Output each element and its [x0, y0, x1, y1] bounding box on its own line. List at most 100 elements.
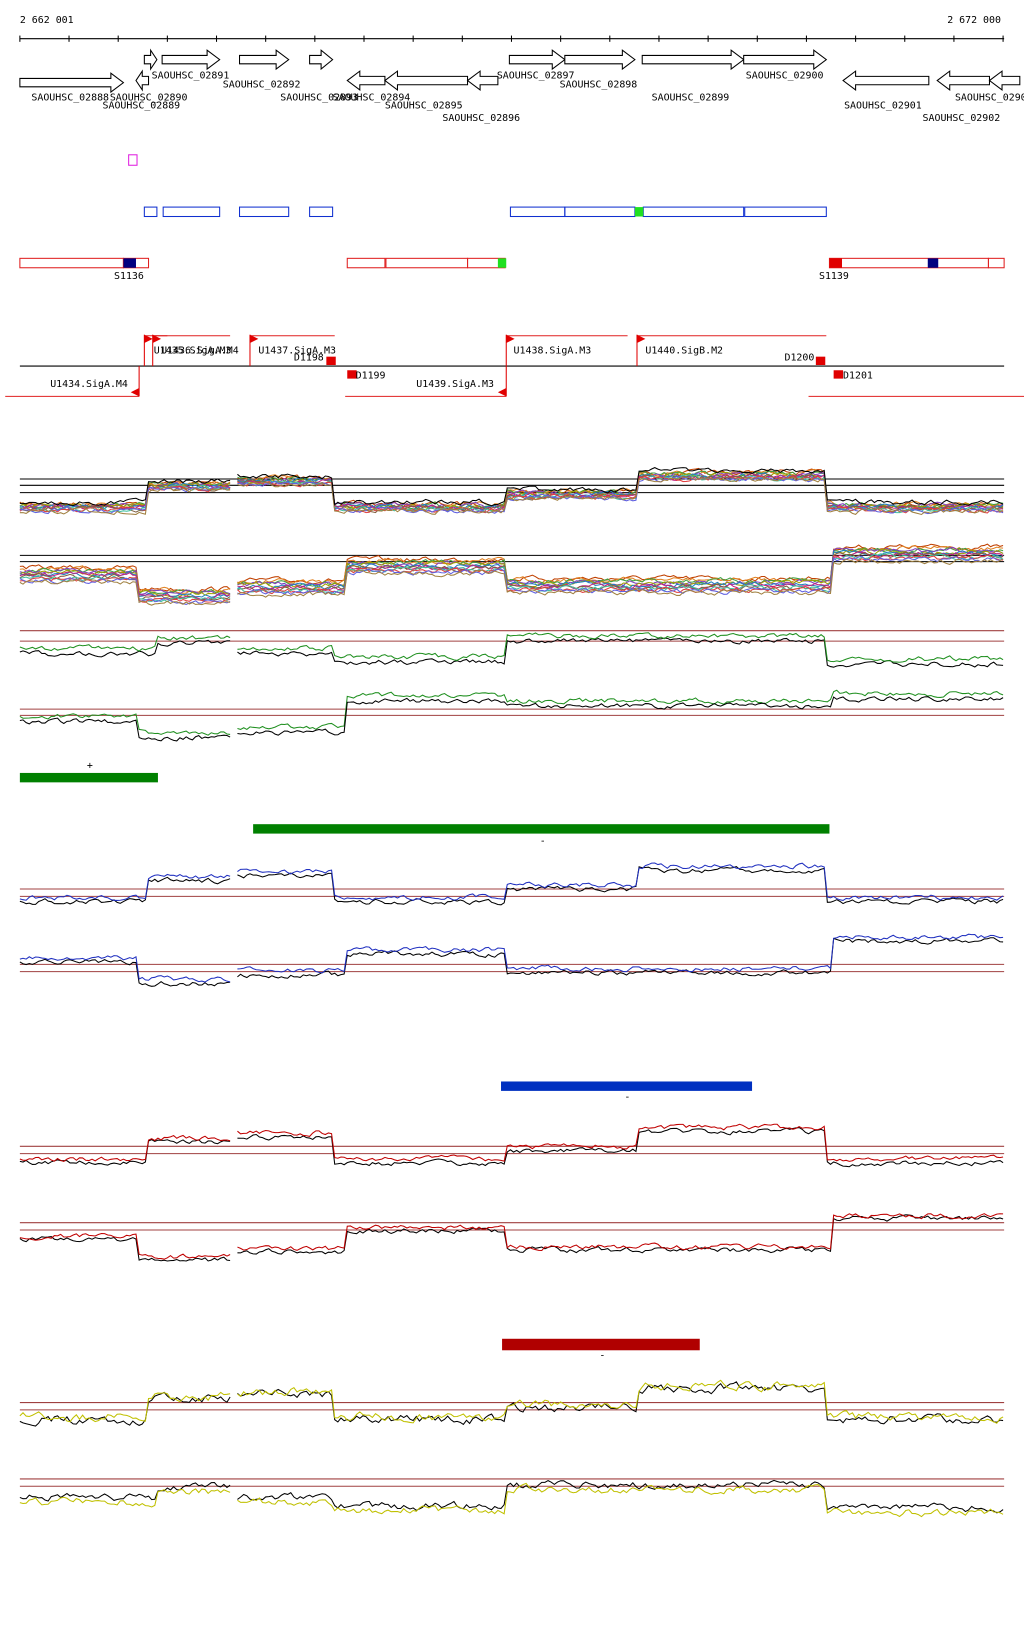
terminator-label: D1199 — [356, 370, 386, 381]
promoter-flag — [249, 334, 259, 344]
segment-box — [309, 206, 334, 218]
gene-arrow — [135, 69, 150, 92]
gene-label: SAOUHSC_02897 — [497, 70, 575, 81]
trace — [19, 481, 231, 510]
gene-arrow — [508, 49, 566, 71]
segment-box — [239, 206, 290, 218]
condition-label: - — [624, 1092, 630, 1103]
gene-label: SAOUHSC_02894 — [333, 92, 411, 103]
trace — [19, 1488, 231, 1508]
trace — [19, 485, 231, 515]
condition-label: - — [540, 836, 546, 847]
trace — [19, 958, 231, 987]
gene-label: SAOUHSC_02902 — [923, 113, 1001, 124]
gene-arrow — [346, 70, 386, 91]
trace — [237, 1214, 1004, 1255]
trace — [237, 554, 1004, 595]
gene-arrow — [384, 70, 469, 91]
trace — [19, 1236, 231, 1262]
trace — [19, 571, 231, 601]
trace — [19, 717, 231, 742]
gene-arrow — [564, 49, 636, 71]
gene-label: SAOUHSC_02892 — [223, 80, 301, 91]
gene-arrow — [743, 49, 828, 71]
promoter-flag — [497, 388, 507, 397]
promoter-label: U1434.SigA.M4 — [50, 379, 128, 390]
trace — [19, 478, 231, 507]
trace — [19, 576, 231, 604]
segment-box — [143, 206, 158, 218]
promoter-label: U1440.SigB.M2 — [645, 345, 723, 356]
condition-bar — [253, 824, 830, 834]
segment-box — [346, 257, 386, 269]
gene-arrow — [239, 49, 290, 71]
segment-box — [987, 257, 1005, 269]
segment-box — [828, 257, 989, 269]
gene-arrow — [309, 49, 334, 71]
promoter-label: U1438.SigA.M3 — [514, 345, 592, 356]
trace — [19, 1233, 231, 1260]
segment-box — [744, 206, 827, 218]
promoter-flag — [152, 334, 162, 344]
gene-label: SAOUHSC_02898 — [560, 80, 638, 91]
terminator — [815, 356, 826, 366]
condition-label: - — [599, 1351, 605, 1362]
segment-label: S1136 — [114, 271, 144, 282]
trace — [19, 1391, 231, 1427]
condition-bar — [502, 1338, 700, 1351]
terminator — [326, 356, 336, 366]
segment-box — [19, 257, 124, 269]
gene-arrow — [988, 70, 1021, 91]
trace — [19, 635, 231, 652]
gene-label: SAOUHSC_02893 — [280, 92, 358, 103]
gene-label: SAOUHSC_0290 — [955, 92, 1024, 103]
trace — [237, 1479, 1004, 1514]
trace — [19, 713, 231, 736]
trace — [19, 569, 231, 599]
trace — [237, 1213, 1004, 1252]
feature-box — [128, 154, 138, 166]
gene-arrow — [19, 72, 125, 94]
gene-label: SAOUHSC_02899 — [652, 92, 730, 103]
trace — [19, 1139, 231, 1166]
gene-label: SAOUHSC_02889 — [103, 101, 181, 112]
segment-mark — [123, 258, 136, 268]
ruler-start: 2 662 001 — [20, 15, 74, 26]
gene-arrow — [161, 49, 221, 71]
gene-label: SAOUHSC_02890 — [110, 92, 188, 103]
promoter-label: U1435.SigA.M3 — [154, 345, 232, 356]
trace — [237, 476, 1004, 515]
gene-arrow — [466, 70, 499, 91]
trace — [19, 1481, 231, 1502]
ruler-end: 2 672 000 — [947, 15, 1001, 26]
segment-mark — [634, 207, 644, 217]
segment-box — [162, 206, 221, 218]
gene-label: SAOUHSC_02896 — [442, 113, 520, 124]
trace — [237, 1379, 1004, 1424]
trace — [19, 486, 231, 516]
condition-bar — [501, 1081, 753, 1091]
trace — [19, 1391, 231, 1423]
trace — [237, 637, 1004, 668]
terminator-label: D1200 — [784, 353, 814, 364]
trace — [237, 937, 1004, 979]
trace — [19, 577, 231, 605]
trace — [237, 632, 1004, 663]
trace — [19, 1134, 231, 1162]
trace — [237, 689, 1004, 731]
trace — [19, 639, 231, 658]
promoter-flag — [130, 388, 140, 397]
trace — [237, 1123, 1004, 1162]
trace — [237, 467, 1004, 507]
promoter-flag — [506, 334, 515, 344]
trace — [237, 865, 1004, 906]
terminator — [347, 370, 357, 379]
segment-mark — [927, 258, 939, 268]
trace — [237, 1482, 1004, 1518]
trace — [237, 476, 1004, 516]
segment-mark — [829, 258, 843, 268]
gene-label: SAOUHSC_02888 — [31, 92, 109, 103]
condition-bar — [19, 772, 158, 783]
promoter-label: U1439.SigA.M3 — [416, 379, 494, 390]
